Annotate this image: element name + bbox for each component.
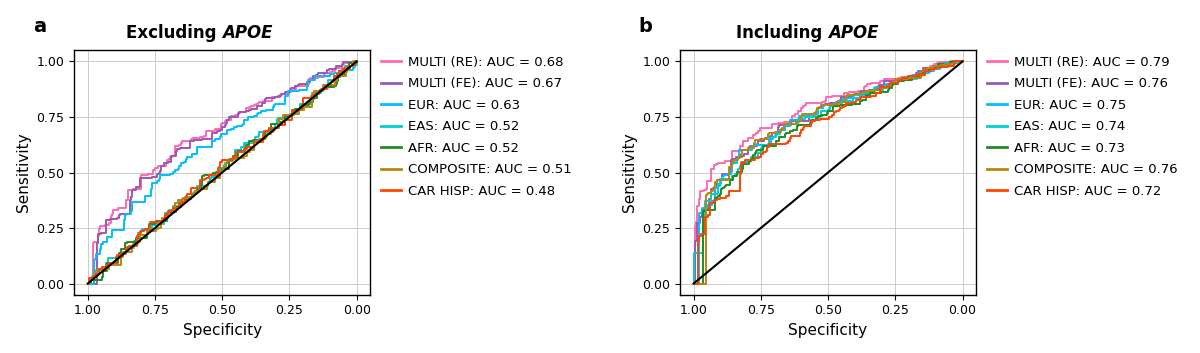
Text: b: b xyxy=(638,17,653,36)
Text: Excluding: Excluding xyxy=(126,24,222,42)
Y-axis label: Sensitivity: Sensitivity xyxy=(16,133,31,212)
Text: APOE: APOE xyxy=(828,24,878,42)
X-axis label: Specificity: Specificity xyxy=(182,323,262,338)
Y-axis label: Sensitivity: Sensitivity xyxy=(622,133,637,212)
Text: Including: Including xyxy=(736,24,828,42)
X-axis label: Specificity: Specificity xyxy=(788,323,868,338)
Text: APOE: APOE xyxy=(222,24,272,42)
Legend: MULTI (RE): AUC = 0.79, MULTI (FE): AUC = 0.76, EUR: AUC = 0.75, EAS: AUC = 0.74: MULTI (RE): AUC = 0.79, MULTI (FE): AUC … xyxy=(982,50,1182,203)
Legend: MULTI (RE): AUC = 0.68, MULTI (FE): AUC = 0.67, EUR: AUC = 0.63, EAS: AUC = 0.52: MULTI (RE): AUC = 0.68, MULTI (FE): AUC … xyxy=(376,50,577,203)
Text: a: a xyxy=(32,17,46,36)
